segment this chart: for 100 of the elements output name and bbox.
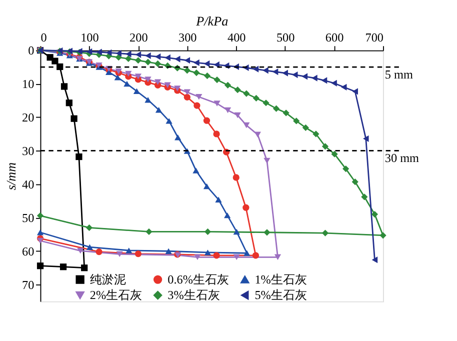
point [174, 56, 180, 62]
point [126, 248, 132, 254]
point [194, 59, 200, 66]
legend-label: 3%生石灰 [168, 288, 220, 302]
point [134, 57, 142, 64]
point [36, 212, 44, 219]
point [282, 110, 290, 116]
point [224, 212, 231, 218]
point [340, 84, 347, 90]
point [106, 49, 112, 56]
point [312, 74, 318, 82]
point [144, 96, 152, 103]
point [252, 252, 260, 259]
x-tick-label: 500 [276, 30, 295, 44]
point [70, 115, 78, 122]
point [115, 54, 122, 61]
point [96, 48, 102, 56]
legend-label: 2%生石灰 [90, 288, 142, 302]
point [352, 178, 358, 186]
x-tick-label: 300 [178, 30, 197, 44]
point [204, 72, 211, 80]
point [215, 196, 222, 202]
point [154, 79, 162, 85]
point [145, 52, 151, 60]
point [243, 122, 250, 128]
point [174, 86, 181, 92]
point [252, 66, 259, 72]
point [274, 254, 282, 260]
x-tick-label: 700 [365, 30, 384, 44]
point [86, 244, 94, 250]
point [204, 228, 212, 236]
legend-label: 1%生石灰 [254, 272, 307, 286]
legend-label: 纯淤泥 [90, 272, 126, 286]
point [193, 69, 200, 76]
y-tick-label: 50 [22, 210, 34, 225]
point [264, 229, 270, 236]
x-tick-label: 400 [227, 30, 246, 44]
point [77, 248, 84, 254]
y-tick-label: 60 [22, 244, 34, 258]
point [184, 94, 190, 100]
point [135, 51, 142, 58]
point [124, 80, 130, 87]
point [331, 150, 338, 158]
y-tick-label: 40 [22, 177, 34, 192]
point [322, 230, 329, 236]
point [36, 262, 44, 270]
point [60, 83, 68, 90]
point [184, 67, 190, 74]
point [106, 69, 112, 75]
point [196, 94, 202, 100]
point [224, 82, 232, 88]
point [262, 100, 270, 106]
point [302, 73, 308, 80]
point [116, 50, 122, 57]
point [96, 248, 102, 256]
point [234, 86, 241, 94]
point [125, 70, 132, 77]
point [214, 100, 220, 106]
y-tick-label: 0 [28, 44, 34, 58]
legend-label: 5%生石灰 [254, 288, 307, 302]
point [272, 105, 280, 112]
point [372, 256, 378, 264]
point [243, 90, 250, 97]
point [254, 132, 261, 138]
point [174, 134, 182, 140]
point [361, 194, 368, 200]
point [194, 102, 200, 109]
point [52, 58, 58, 64]
point [203, 183, 210, 190]
point [66, 100, 72, 106]
point [264, 158, 270, 164]
point [204, 60, 210, 68]
point [321, 77, 328, 84]
point [262, 67, 268, 74]
point [144, 58, 152, 66]
point [114, 74, 121, 80]
y-tick-label: 20 [22, 110, 34, 124]
point [242, 204, 250, 211]
x-tick-label: 0 [40, 30, 47, 44]
point [234, 112, 241, 118]
point [36, 238, 44, 244]
point [252, 94, 260, 102]
point [184, 57, 190, 64]
x-tick-label: 200 [130, 30, 148, 44]
point [81, 264, 88, 272]
point [293, 118, 300, 124]
point [213, 252, 220, 259]
point [184, 89, 190, 96]
y-tick-label: 10 [22, 77, 34, 92]
point [155, 107, 162, 113]
y-tick-label: 30 [22, 144, 34, 158]
point [371, 210, 378, 218]
ref-line-label: 5 mm [384, 67, 414, 82]
x-tick-label: 100 [80, 30, 99, 44]
point [154, 60, 162, 68]
y-tick-label: 70 [22, 278, 34, 292]
point [126, 50, 132, 58]
point [86, 224, 93, 232]
point [380, 232, 386, 239]
legend-label: 0.6%生石灰 [168, 272, 229, 286]
